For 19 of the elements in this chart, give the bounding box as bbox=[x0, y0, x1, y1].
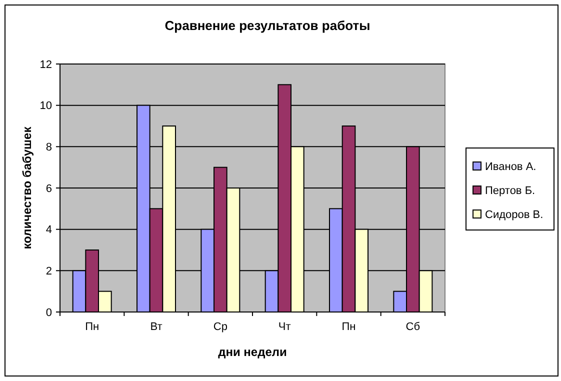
y-tick-label: 0 bbox=[46, 306, 52, 319]
y-tick-label: 2 bbox=[46, 266, 52, 278]
x-tick-label: Вт bbox=[150, 321, 162, 333]
x-tick-label: Сб bbox=[406, 321, 420, 333]
x-tick-label: Пн bbox=[85, 321, 100, 333]
y-tick-label: 10 bbox=[40, 100, 52, 112]
legend-label: Пертов Б. bbox=[485, 184, 536, 197]
y-tick-label: 12 bbox=[40, 58, 52, 71]
x-tick-label: Чт bbox=[278, 321, 291, 333]
legend-label: Сидоров В. bbox=[485, 208, 544, 221]
y-tick-label: 8 bbox=[46, 142, 52, 154]
y-tick-label: 4 bbox=[46, 224, 52, 236]
x-axis-title: дни недели bbox=[218, 345, 287, 359]
x-tick-label: Ср bbox=[213, 321, 228, 333]
x-tick-label: Пн bbox=[342, 321, 356, 333]
legend-label: Иванов А. bbox=[485, 160, 536, 173]
y-tick-label: 6 bbox=[46, 182, 52, 195]
chart-title: Сравнение результатов работы bbox=[164, 18, 370, 33]
y-axis-title: количество бабушек bbox=[20, 126, 34, 250]
